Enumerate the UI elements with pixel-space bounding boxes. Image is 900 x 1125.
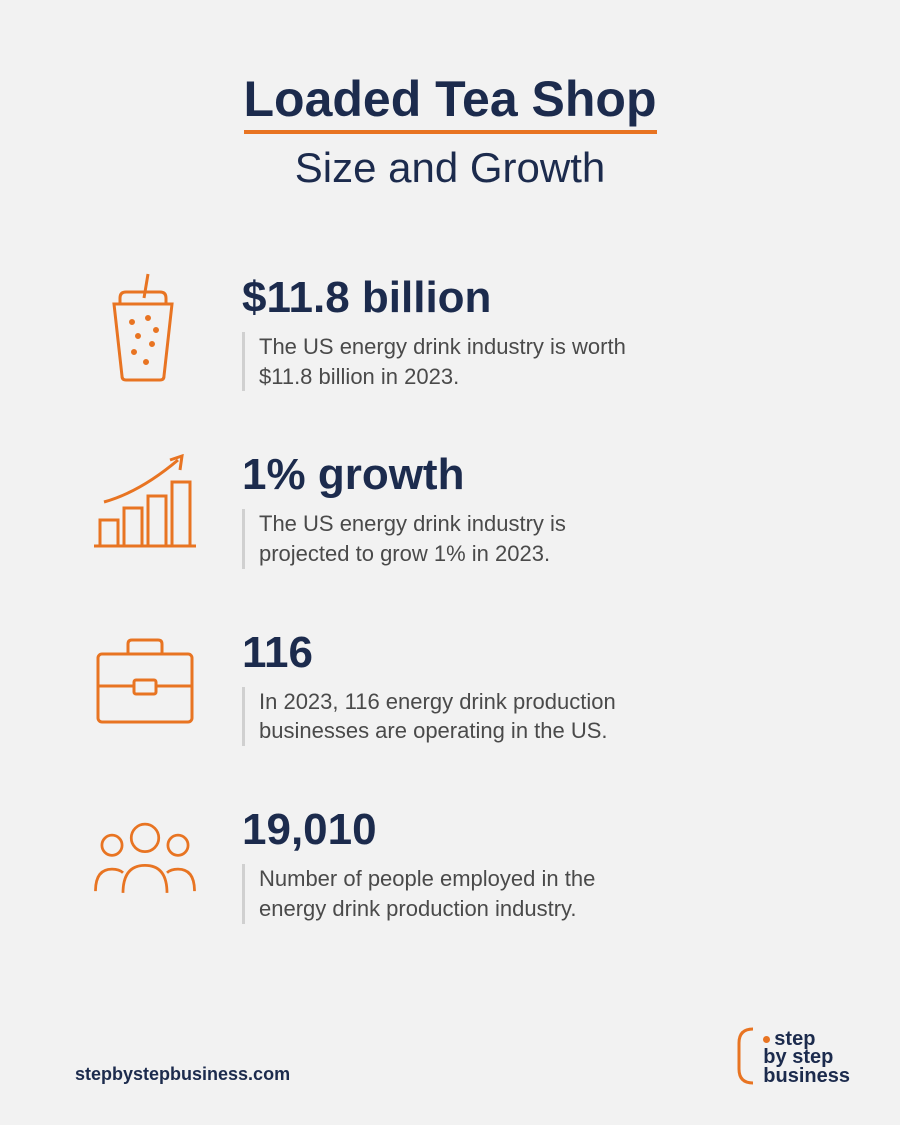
- stat-content: 19,010 Number of people employed in the …: [242, 804, 825, 923]
- briefcase-icon: [90, 627, 200, 737]
- logo-line-3: business: [763, 1067, 850, 1085]
- stat-description: Number of people employed in the energy …: [242, 864, 662, 923]
- stat-value: 19,010: [242, 808, 825, 852]
- page-footer: stepbystepbusiness.com step by step busi…: [75, 1025, 850, 1085]
- stat-value: 1% growth: [242, 453, 825, 497]
- stat-description: The US energy drink industry is worth $1…: [242, 332, 662, 391]
- growth-chart-icon: [90, 449, 200, 559]
- people-group-icon: [90, 804, 200, 914]
- stat-description: The US energy drink industry is projecte…: [242, 509, 662, 568]
- logo-bracket-icon: [733, 1025, 759, 1085]
- title-line-2: Size and Growth: [75, 144, 825, 192]
- stats-list: $11.8 billion The US energy drink indust…: [75, 272, 825, 924]
- drink-cup-icon: [90, 272, 200, 382]
- stat-row: $11.8 billion The US energy drink indust…: [90, 272, 825, 391]
- stat-content: 1% growth The US energy drink industry i…: [242, 449, 825, 568]
- stat-row: 1% growth The US energy drink industry i…: [90, 449, 825, 568]
- footer-url: stepbystepbusiness.com: [75, 1064, 290, 1085]
- title-line-1: Loaded Tea Shop: [244, 70, 657, 132]
- stat-row: 116 In 2023, 116 energy drink production…: [90, 627, 825, 746]
- stat-value: $11.8 billion: [242, 276, 825, 320]
- stat-content: 116 In 2023, 116 energy drink production…: [242, 627, 825, 746]
- logo-line-2: by step: [763, 1048, 850, 1066]
- stat-content: $11.8 billion The US energy drink indust…: [242, 272, 825, 391]
- page-header: Loaded Tea Shop Size and Growth: [75, 70, 825, 192]
- brand-logo: step by step business: [733, 1025, 850, 1085]
- stat-row: 19,010 Number of people employed in the …: [90, 804, 825, 923]
- stat-value: 116: [242, 631, 825, 675]
- stat-description: In 2023, 116 energy drink production bus…: [242, 687, 662, 746]
- logo-text: step by step business: [763, 1030, 850, 1085]
